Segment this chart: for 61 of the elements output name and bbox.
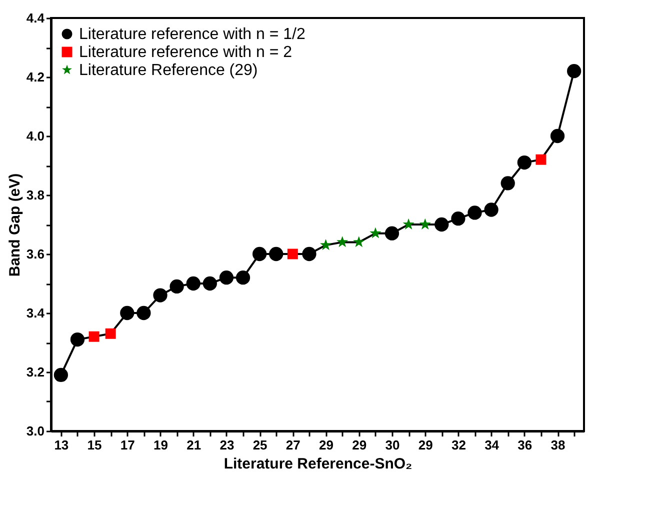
point xyxy=(320,239,332,250)
x-tick-label: 32 xyxy=(451,438,466,452)
x-tick-label: 29 xyxy=(319,438,334,452)
y-tick-label: 4.0 xyxy=(26,128,44,144)
x-tick-label: 38 xyxy=(550,438,566,452)
x-tick-label: 29 xyxy=(352,438,367,452)
y-tick-label: 3.2 xyxy=(26,364,44,380)
x-tick-label: 19 xyxy=(154,438,168,452)
point xyxy=(54,368,68,382)
y-tick-label: 3.4 xyxy=(26,306,46,320)
point xyxy=(353,236,365,248)
point xyxy=(236,270,250,285)
point xyxy=(302,246,316,262)
point xyxy=(136,306,151,320)
point xyxy=(287,248,298,260)
point xyxy=(219,270,234,285)
point xyxy=(170,279,184,294)
point xyxy=(153,288,168,302)
point xyxy=(186,276,200,291)
point xyxy=(434,217,449,232)
point xyxy=(500,176,515,190)
x-axis-title: Literature Reference-SnO₂ xyxy=(224,456,412,472)
x-tick-label: 30 xyxy=(385,438,400,452)
point xyxy=(105,328,116,339)
point xyxy=(419,218,431,230)
point xyxy=(536,154,546,165)
x-tick-label: 36 xyxy=(518,438,532,452)
point xyxy=(202,276,217,291)
x-tick-label: 15 xyxy=(87,438,102,452)
x-tick-label: 23 xyxy=(220,438,234,452)
x-tick-label: 34 xyxy=(484,438,500,452)
point xyxy=(566,64,582,78)
x-tick-label: 29 xyxy=(418,438,433,452)
legend-label: Literature Reference (29) xyxy=(79,62,258,79)
point xyxy=(120,306,134,320)
point xyxy=(252,246,267,262)
point xyxy=(88,331,100,342)
legend-label: Literature reference with n = 1/2 xyxy=(79,26,306,43)
point xyxy=(70,332,85,347)
point xyxy=(468,206,482,220)
y-tick-label: 3.6 xyxy=(26,246,44,262)
x-tick-label: 25 xyxy=(252,438,268,452)
point xyxy=(484,202,498,217)
point xyxy=(451,212,466,226)
point xyxy=(370,227,382,238)
point xyxy=(402,218,414,230)
point xyxy=(517,155,532,170)
x-tick-label: 21 xyxy=(186,438,202,452)
y-tick-label: 4.2 xyxy=(26,70,44,84)
y-tick-label: 3.8 xyxy=(26,188,44,202)
y-tick-label: 4.4 xyxy=(26,10,46,26)
point xyxy=(269,246,284,262)
x-tick-label: 27 xyxy=(286,438,300,452)
point xyxy=(550,128,565,144)
legend-label: Literature reference with n = 2 xyxy=(79,44,292,61)
x-tick-label: 13 xyxy=(54,438,69,452)
point xyxy=(384,226,400,240)
x-tick-label: 17 xyxy=(120,438,135,452)
y-tick-label: 3.0 xyxy=(26,424,44,438)
point xyxy=(336,236,348,248)
y-axis-title: Band Gap (eV) xyxy=(6,173,24,277)
